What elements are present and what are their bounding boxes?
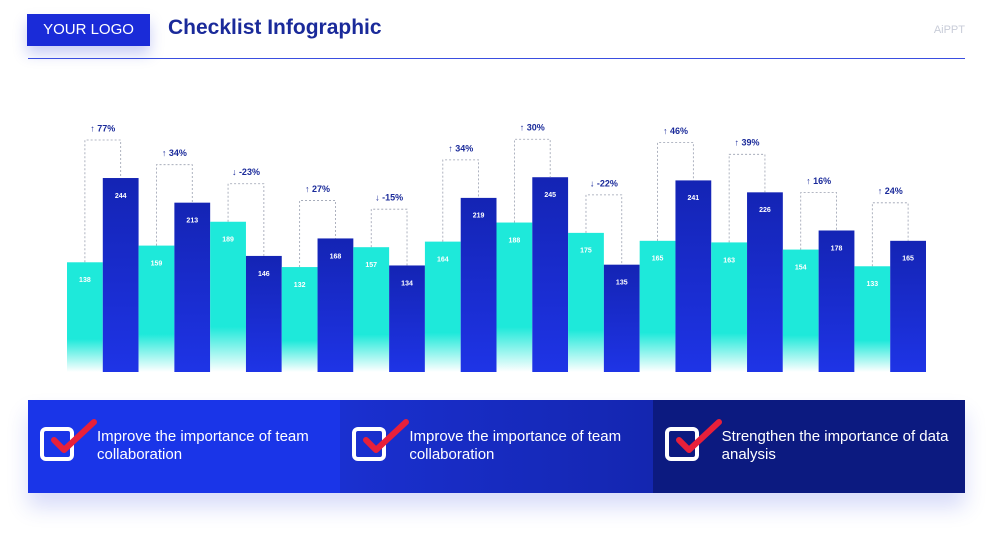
bar — [245, 255, 282, 372]
bar — [747, 192, 783, 372]
value-label: 159 — [151, 260, 163, 267]
value-label: 213 — [186, 218, 198, 225]
bar — [460, 197, 497, 372]
bracket — [728, 153, 766, 243]
bar — [67, 262, 103, 372]
value-label: 154 — [795, 264, 807, 271]
change-label: ↑ 30% — [520, 123, 545, 133]
checklist-item: Improve the importance of team collabora… — [340, 400, 653, 493]
bar — [174, 202, 211, 372]
checklist-text: Improve the importance of team collabora… — [97, 428, 309, 463]
bracket — [156, 164, 193, 246]
bracket — [442, 159, 480, 242]
change-label: ↑ 34% — [162, 148, 187, 158]
bracket — [800, 192, 837, 250]
bar — [353, 247, 390, 372]
bar — [639, 240, 676, 372]
bar — [603, 264, 640, 372]
check-mark — [51, 419, 97, 453]
change-label: ↑ 16% — [806, 176, 831, 186]
value-label: 241 — [688, 195, 700, 202]
bar — [102, 178, 139, 372]
bar — [568, 232, 604, 372]
bar — [711, 242, 748, 372]
bracket — [299, 200, 336, 268]
change-label: ↓ -15% — [375, 193, 403, 203]
value-label: 163 — [723, 257, 735, 264]
bracket — [657, 142, 694, 241]
change-label: ↓ -22% — [590, 178, 618, 188]
value-label: 178 — [831, 245, 843, 252]
checklist-text: Strengthen the importance of data analys… — [721, 428, 949, 463]
bar — [782, 249, 819, 372]
bracket — [227, 183, 265, 256]
bar — [317, 238, 354, 372]
value-label: 133 — [866, 281, 878, 288]
value-label: 219 — [473, 213, 485, 220]
value-label: 134 — [401, 280, 413, 287]
value-label: 175 — [580, 248, 592, 255]
value-label: 132 — [294, 282, 306, 289]
value-label: 157 — [365, 262, 377, 269]
change-label: ↓ -23% — [232, 167, 260, 177]
value-label: 146 — [258, 271, 270, 278]
checklist-text: Improve the importance of team collabora… — [409, 428, 622, 463]
value-label: 135 — [616, 280, 628, 287]
bar — [210, 221, 246, 372]
bar — [854, 266, 891, 372]
logo: YOUR LOGO — [27, 14, 150, 46]
bar — [281, 267, 318, 372]
value-label: 244 — [115, 193, 127, 200]
bar — [890, 240, 926, 372]
bracket — [585, 194, 623, 265]
change-label: ↑ 24% — [878, 186, 903, 196]
value-label: 138 — [79, 277, 91, 284]
value-label: 245 — [544, 192, 556, 199]
bar — [138, 245, 175, 372]
change-label: ↑ 34% — [448, 143, 473, 153]
brand: AiPPT — [933, 24, 965, 36]
bracket — [84, 139, 122, 263]
bar — [818, 230, 855, 372]
bracket — [871, 202, 909, 267]
bracket — [513, 138, 551, 223]
value-label: 168 — [330, 253, 342, 260]
value-label: 226 — [759, 207, 771, 214]
change-label: ↑ 39% — [735, 138, 760, 148]
change-label: ↑ 77% — [90, 123, 115, 133]
value-label: 165 — [902, 256, 914, 263]
divider — [28, 58, 965, 59]
checklist-item: Strengthen the importance of data analys… — [652, 400, 965, 493]
bar — [532, 177, 569, 372]
value-label: 165 — [652, 256, 664, 263]
checklist: Improve the importance of team collabora… — [28, 400, 965, 493]
change-label: ↑ 46% — [663, 126, 688, 136]
checklist-item: Improve the importance of team collabora… — [28, 400, 341, 493]
chart: 138 244 ↑ 77% 159 213 ↑ 34% 189 146 ↓ -23% 132 168… — [67, 123, 926, 372]
value-label: 164 — [437, 256, 449, 263]
title: Checklist Infographic — [168, 16, 382, 39]
bar — [496, 222, 533, 372]
bar — [424, 241, 461, 372]
value-label: 189 — [222, 237, 234, 244]
check-mark — [363, 419, 410, 453]
change-label: ↑ 27% — [305, 184, 330, 194]
bar — [389, 265, 425, 372]
bar — [675, 180, 712, 372]
bracket — [370, 208, 408, 266]
check-mark — [675, 419, 722, 453]
value-label: 188 — [509, 237, 521, 244]
